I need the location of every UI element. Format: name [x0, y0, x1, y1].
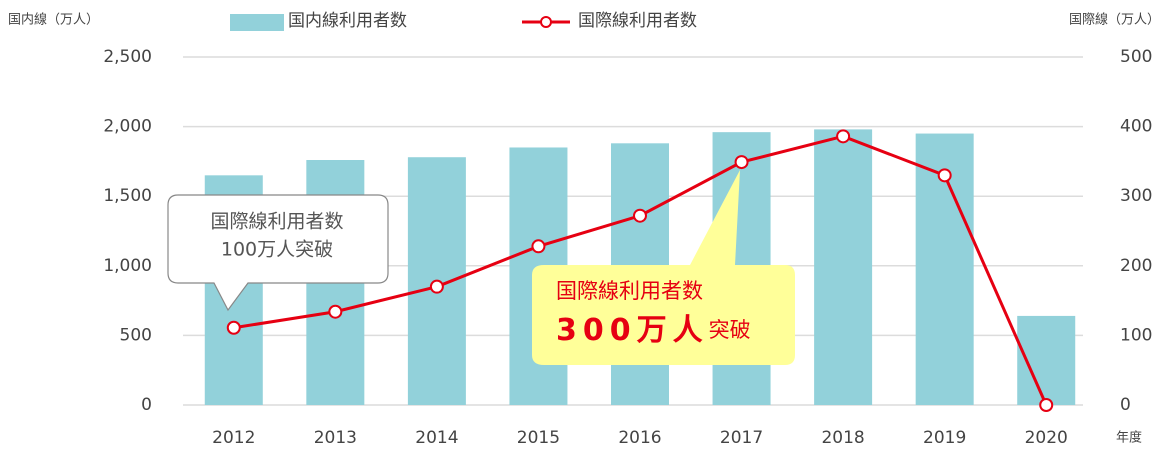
legend-swatch: [230, 14, 284, 31]
x-tick-label: 2020: [1025, 428, 1068, 448]
annotations: 国際線利用者数 100万人突破 国際線利用者数 300万人突破: [167, 170, 795, 365]
line-marker: [531, 239, 546, 254]
line-marker: [937, 168, 952, 183]
x-tick-label: 2015: [517, 428, 560, 448]
x-tick-label: 2018: [821, 428, 864, 448]
callout-text: 国際線利用者数: [556, 279, 703, 303]
callout-box: [167, 194, 389, 312]
legend-label: 国際線利用者数: [578, 11, 697, 31]
y-tick-label: 500: [120, 325, 152, 345]
line-marker: [328, 304, 343, 319]
line-marker: [429, 279, 444, 294]
legend-marker: [540, 16, 552, 28]
callout-box: [532, 170, 795, 365]
y2-tick-label: 500: [1120, 47, 1152, 67]
y2-axis-label: 国際線（万人）: [1069, 12, 1160, 28]
y2-tick-label: 0: [1120, 395, 1131, 415]
y-tick-label: 2,500: [103, 47, 152, 67]
legend: 国内線利用者数 国際線利用者数: [230, 11, 697, 31]
x-tick-label: 2013: [314, 428, 357, 448]
line-marker: [633, 208, 647, 223]
legend-label: 国内線利用者数: [288, 11, 407, 31]
callout-emphasis: 300万人突破: [556, 313, 751, 348]
x-tick-label: 2019: [923, 428, 966, 448]
y2-tick-label: 400: [1120, 117, 1152, 137]
x-tick-label: 2012: [212, 428, 255, 448]
line-marker: [734, 155, 749, 170]
y2-tick-label: 300: [1120, 186, 1152, 206]
callout-text: 国際線利用者数: [210, 211, 343, 233]
x-tick-label: 2014: [415, 428, 458, 448]
callout-text: 突破: [709, 318, 751, 342]
callout-text: 100万人突破: [221, 239, 333, 261]
y-tick-label: 1,500: [103, 186, 152, 206]
y-tick-label: 0: [141, 395, 152, 415]
bar: [814, 129, 873, 405]
x-tick-label: 2016: [618, 428, 661, 448]
y-tick-label: 2,000: [103, 117, 152, 137]
y2-tick-label: 200: [1120, 256, 1152, 276]
line-marker: [1039, 398, 1054, 412]
callout-emphasis: 300万人: [556, 313, 709, 348]
y2-tick-label: 100: [1120, 325, 1152, 345]
x-tick-label: 2017: [720, 428, 763, 448]
line-marker: [226, 320, 241, 335]
y-axis-label: 国内線（万人）: [8, 12, 99, 28]
line-marker: [836, 129, 851, 144]
x-axis-label: 年度: [1116, 430, 1142, 446]
y-tick-label: 1,000: [103, 256, 152, 276]
